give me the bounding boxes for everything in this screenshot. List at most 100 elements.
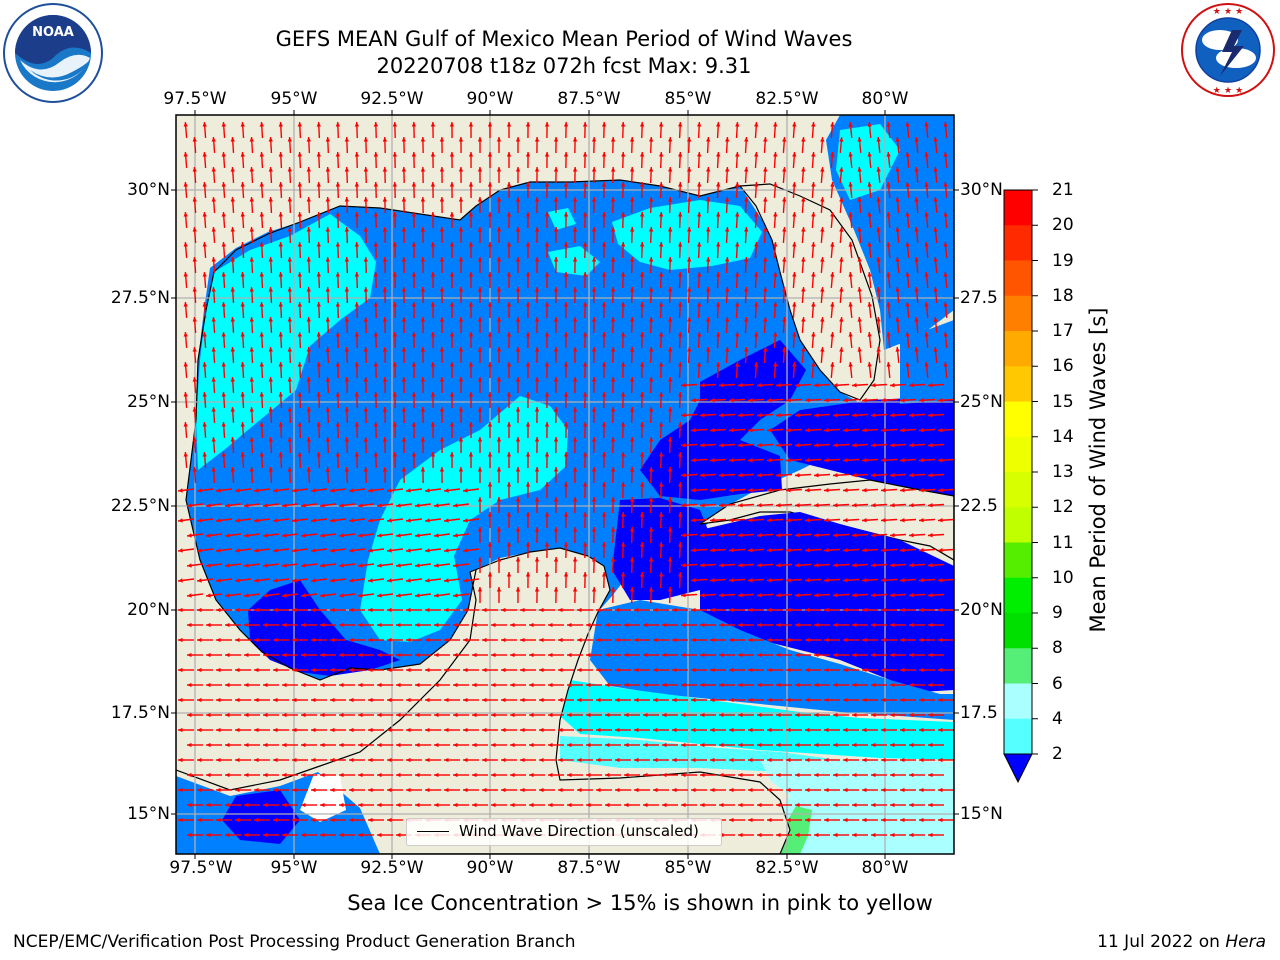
wind-wave-arrowhead — [586, 682, 591, 688]
wind-wave-arrowhead — [558, 637, 563, 643]
wind-wave-arrowhead — [610, 287, 616, 292]
wind-wave-arrowhead — [525, 542, 531, 547]
wind-wave-arrowhead — [510, 742, 515, 748]
wind-wave-arrowhead — [216, 817, 221, 823]
wind-wave-arrowhead — [254, 757, 259, 763]
wind-wave-arrowhead — [824, 488, 829, 493]
wind-wave-arrowhead — [805, 458, 810, 463]
wind-wave-arrowhead — [206, 622, 211, 628]
wind-wave-arrowhead — [928, 802, 933, 808]
wind-wave-arrowhead — [363, 227, 369, 232]
wind-wave-arrowhead — [430, 182, 436, 187]
colorbar-label: Mean Period of Wind Waves [s] — [1086, 307, 1110, 633]
wind-wave-arrowhead — [496, 137, 502, 142]
wind-wave-arrowhead — [933, 137, 938, 142]
wind-wave-arrowhead — [515, 257, 521, 262]
wind-wave-arrowhead — [725, 227, 730, 232]
wind-wave-arrowhead — [610, 437, 616, 442]
wind-wave-arrowhead — [444, 757, 449, 763]
wind-wave-arrowhead — [420, 227, 426, 232]
wind-wave-arrowhead — [477, 287, 483, 292]
wind-wave-arrowhead — [601, 302, 607, 307]
wind-wave-arrowhead — [582, 422, 588, 427]
wind-wave-arrowhead — [387, 548, 392, 553]
wind-wave-arrowhead — [520, 637, 525, 643]
wind-wave-arrowhead — [297, 152, 302, 157]
wind-wave-arrowhead — [216, 518, 221, 523]
wind-wave-arrowhead — [914, 287, 919, 292]
wind-wave-arrowhead — [681, 772, 686, 778]
wind-wave-arrowhead — [192, 227, 197, 232]
wind-wave-arrowhead — [183, 242, 188, 247]
wind-wave-arrowhead — [411, 302, 417, 307]
wind-wave-arrowhead — [729, 667, 734, 673]
wind-wave-arrowhead — [700, 772, 705, 778]
colorbar-extend-triangle — [1003, 753, 1033, 784]
wind-wave-arrowhead — [862, 548, 867, 553]
wind-wave-arrowhead — [249, 197, 254, 202]
wind-wave-arrowhead — [311, 697, 316, 703]
wind-wave-arrowhead — [881, 398, 886, 403]
wind-wave-arrowhead — [852, 832, 857, 838]
wind-wave-arrowhead — [453, 772, 458, 778]
wind-wave-arrowhead — [843, 518, 848, 523]
wind-wave-arrowhead — [477, 347, 483, 352]
wind-wave-arrowhead — [325, 467, 331, 472]
wind-wave-arrowhead — [716, 212, 721, 217]
wind-wave-arrowhead — [358, 533, 363, 538]
wind-wave-arrowhead — [706, 347, 711, 352]
nws-ring-top: ★ ★ ★ — [1213, 7, 1243, 17]
wind-wave-arrowhead — [890, 593, 895, 598]
wind-wave-arrowhead — [444, 578, 449, 583]
wind-wave-arrowhead — [282, 652, 287, 658]
wind-wave-arrowhead — [477, 317, 483, 322]
wind-wave-arrowhead — [615, 757, 620, 763]
wind-wave-arrowhead — [881, 727, 886, 733]
wind-wave-arrowhead — [544, 482, 550, 487]
wind-wave-arrowhead — [216, 757, 221, 763]
wind-wave-arrowhead — [259, 152, 264, 157]
wind-wave-arrowhead — [187, 802, 192, 808]
colorbar-tick-label: 6 — [1052, 673, 1063, 694]
wind-wave-arrowhead — [240, 212, 245, 217]
wind-wave-arrowhead — [738, 802, 743, 808]
wind-wave-arrowhead — [401, 197, 407, 202]
wind-wave-arrowhead — [278, 212, 283, 217]
wind-wave-arrowhead — [268, 317, 273, 322]
wind-wave-arrowhead — [339, 533, 344, 538]
wind-wave-arrowhead — [544, 332, 550, 337]
wind-wave-arrowhead — [515, 167, 521, 172]
wind-wave-arrowhead — [477, 137, 483, 142]
wind-wave-arrowhead — [658, 242, 664, 247]
wind-wave-arrowhead — [938, 667, 943, 673]
wind-wave-arrowhead — [928, 652, 933, 658]
wind-wave-arrowhead — [620, 452, 626, 457]
wind-wave-arrowhead — [586, 772, 591, 778]
wind-wave-arrowhead — [672, 757, 677, 763]
wind-wave-arrowhead — [444, 607, 449, 613]
wind-wave-arrowhead — [667, 587, 673, 592]
colorbar — [1003, 189, 1038, 784]
lon-tick-top: 82.5°W — [755, 89, 819, 109]
wind-wave-arrowhead — [415, 772, 420, 778]
colorbar-segment — [1004, 436, 1032, 473]
wind-wave-arrowhead — [373, 212, 379, 217]
colorbar-tick-label: 11 — [1052, 532, 1074, 553]
wind-wave-arrowhead — [738, 593, 743, 598]
wind-wave-arrowhead — [871, 652, 876, 658]
wind-wave-arrowhead — [387, 637, 392, 643]
colorbar-tick-label: 8 — [1052, 638, 1063, 659]
wind-wave-arrowhead — [830, 272, 835, 277]
wind-wave-arrowhead — [824, 428, 829, 433]
wind-wave-arrowhead — [805, 398, 810, 403]
wind-wave-arrowhead — [401, 227, 407, 232]
wind-wave-arrowhead — [943, 152, 948, 157]
wind-wave-arrowhead — [876, 257, 881, 262]
wind-wave-arrowhead — [401, 437, 407, 442]
wind-wave-arrowhead — [905, 362, 910, 367]
wind-wave-arrowhead — [729, 578, 734, 583]
wind-wave-arrowhead — [795, 622, 800, 628]
wind-wave-arrowhead — [754, 212, 759, 217]
wind-wave-arrowhead — [582, 182, 588, 187]
wind-wave-arrowhead — [411, 272, 417, 277]
